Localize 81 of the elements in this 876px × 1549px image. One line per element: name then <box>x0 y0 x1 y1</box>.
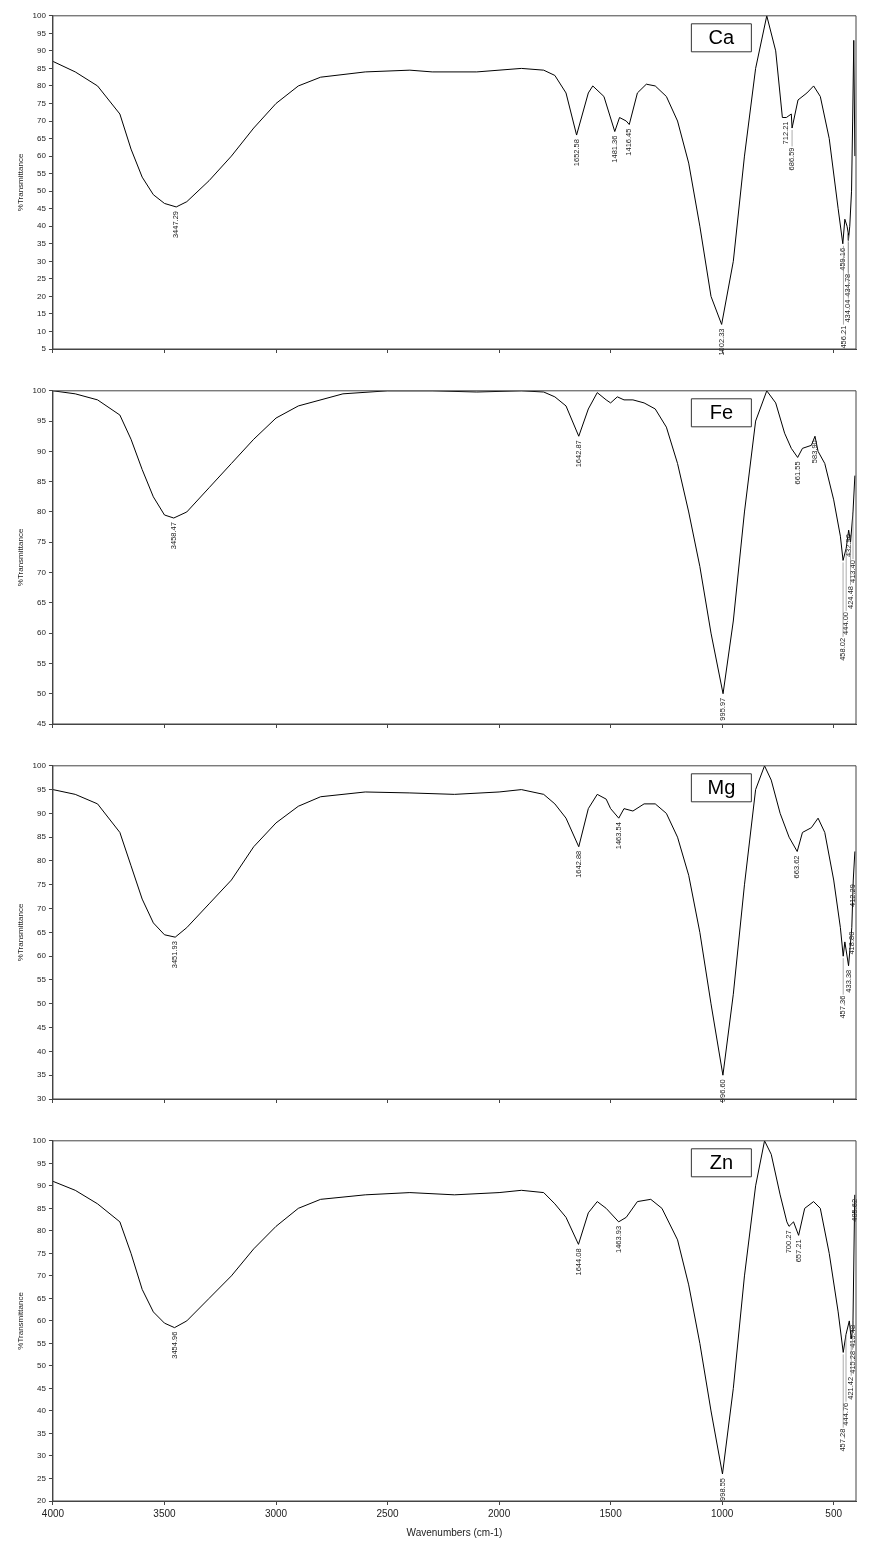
y-tick-label: 100 <box>32 386 47 395</box>
y-tick-label: 45 <box>37 719 47 729</box>
y-tick-label: 75 <box>37 1248 47 1258</box>
y-tick-label: 85 <box>37 476 47 486</box>
x-tick-label: 1000 <box>711 1507 734 1519</box>
y-tick-label: 70 <box>37 567 47 577</box>
y-tick-label: 25 <box>37 1473 47 1483</box>
y-tick-label: 65 <box>37 927 47 937</box>
x-tick-label: 3500 <box>153 1507 177 1519</box>
y-tick-label: 50 <box>37 186 47 196</box>
y-tick-label: 70 <box>37 903 47 913</box>
y-tick-label: 90 <box>37 46 47 56</box>
y-tick-label: 80 <box>37 1226 47 1236</box>
y-tick-label: 35 <box>37 238 47 248</box>
x-tick-label: 2000 <box>487 1507 511 1519</box>
y-tick-label: 90 <box>37 446 47 456</box>
y-axis-title: %Transmittance <box>16 903 25 962</box>
x-tick-label: 2500 <box>376 1507 400 1519</box>
y-tick-label: 55 <box>37 658 47 668</box>
series-label: Fe <box>709 401 734 424</box>
y-tick-label: 60 <box>37 151 47 161</box>
y-tick-label: 95 <box>37 1158 47 1168</box>
y-tick-label: 65 <box>37 1293 47 1303</box>
y-tick-label: 55 <box>37 975 47 985</box>
y-tick-label: 60 <box>37 628 47 638</box>
y-tick-label: 45 <box>37 203 47 213</box>
x-tick-label: 1500 <box>599 1507 623 1519</box>
y-tick-label: 80 <box>37 507 47 517</box>
y-tick-label: 85 <box>37 1203 47 1213</box>
x-tick-label: 3000 <box>264 1507 288 1519</box>
y-tick-label: 75 <box>37 537 47 547</box>
y-tick-label: 100 <box>32 1136 47 1145</box>
series-label: Zn <box>709 1151 734 1174</box>
y-tick-label: 30 <box>37 1094 47 1104</box>
y-tick-label: 50 <box>37 999 47 1008</box>
y-tick-label: 55 <box>37 1338 47 1348</box>
y-tick-label: 60 <box>37 1316 47 1326</box>
y-tick-label: 45 <box>37 1383 47 1393</box>
y-tick-label: 35 <box>37 1070 47 1080</box>
y-tick-label: 70 <box>37 116 47 126</box>
y-tick-label: 85 <box>37 832 47 842</box>
y-tick-label: 85 <box>37 63 47 73</box>
y-tick-label: 5 <box>41 344 47 354</box>
y-tick-label: 20 <box>37 291 47 301</box>
y-tick-label: 25 <box>37 274 47 284</box>
series-label: Ca <box>708 26 736 49</box>
y-tick-label: 95 <box>37 784 47 794</box>
y-tick-label: 40 <box>37 1406 47 1416</box>
x-tick-label: 500 <box>825 1507 843 1519</box>
y-tick-label: 30 <box>37 256 47 266</box>
y-tick-label: 80 <box>37 856 47 866</box>
y-tick-label: 10 <box>37 326 47 336</box>
y-tick-label: 75 <box>37 880 47 889</box>
y-tick-label: 95 <box>37 28 47 38</box>
x-axis-title: Wavenumbers (cm-1) <box>406 1526 503 1538</box>
y-tick-label: 30 <box>37 1451 47 1461</box>
y-tick-label: 40 <box>37 1046 47 1056</box>
y-tick-label: 90 <box>37 1181 47 1191</box>
y-tick-label: 95 <box>37 416 47 426</box>
series-label: Mg <box>707 776 736 799</box>
y-tick-label: 60 <box>37 951 47 961</box>
y-tick-label: 80 <box>37 81 47 91</box>
y-tick-label: 50 <box>37 688 47 698</box>
y-axis-title: %Transmittance <box>16 528 25 587</box>
y-tick-label: 35 <box>37 1428 47 1438</box>
y-tick-label: 75 <box>37 98 47 108</box>
x-tick-label: 4000 <box>41 1507 65 1519</box>
y-tick-label: 45 <box>37 1022 47 1032</box>
y-tick-label: 90 <box>37 808 47 818</box>
y-tick-label: 100 <box>32 761 47 770</box>
y-tick-label: 100 <box>32 11 47 20</box>
y-tick-label: 40 <box>37 221 47 231</box>
y-tick-label: 65 <box>37 133 47 143</box>
y-axis-title: %Transmittance <box>16 1291 25 1350</box>
y-tick-label: 55 <box>37 168 47 178</box>
y-tick-label: 50 <box>37 1361 47 1371</box>
y-tick-label: 15 <box>37 309 47 319</box>
y-tick-label: 70 <box>37 1271 47 1281</box>
y-tick-label: 65 <box>37 598 47 608</box>
y-tick-label: 20 <box>37 1496 47 1506</box>
y-axis-title: %Transmittance <box>16 153 25 212</box>
